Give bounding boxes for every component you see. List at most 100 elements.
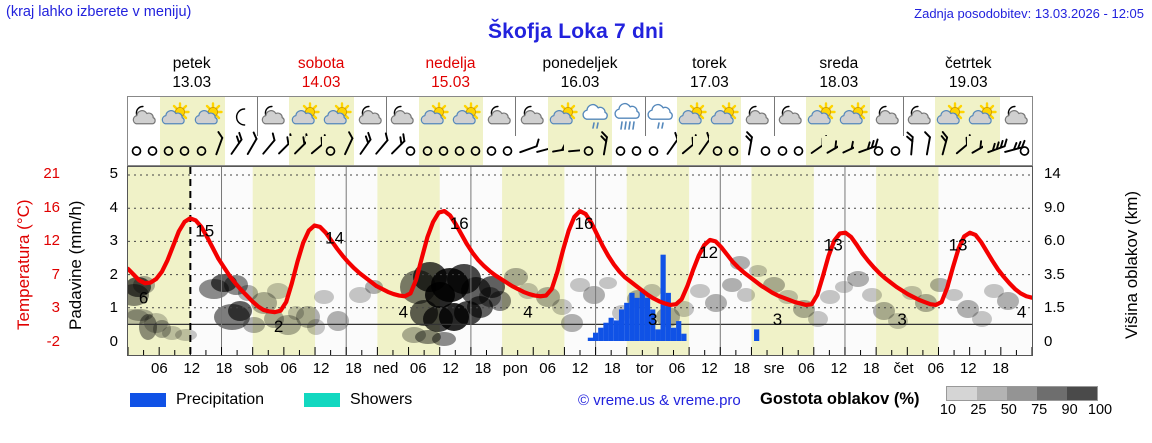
cloud-density-tick-1: 25 [970,402,987,418]
cloud-height-tick-0: 14 [1044,165,1061,182]
weather-icon-sun-cloud [192,97,225,136]
cloud-height-tick-3: 3.5 [1044,265,1065,283]
wind-barb [144,136,160,165]
wind-barb [725,136,742,165]
wind-barb [628,136,644,165]
wind-barb [354,131,372,165]
day-name: torek [692,55,727,72]
cloud-height-tick-4: 1.5 [1044,299,1065,317]
x-tick-10: 18 [474,360,492,377]
day-header-nedelja: nedelja 15.03 [386,54,515,94]
day-date: 16.03 [560,74,600,91]
x-tick-1: 12 [183,360,201,377]
series-legend: Precipitation Showers [130,388,412,412]
wind-barb [321,136,338,165]
x-tick-15: tor [635,360,654,377]
day-date: 13.03 [172,74,212,91]
wind-barb [515,136,540,165]
precipitation-legend-label: Precipitation [176,391,265,408]
precipitation-tick-2: 3 [109,232,118,250]
wind-barb [192,136,209,165]
weather-icon-sun-cloud [450,97,484,136]
x-tick-0: 06 [151,360,168,377]
day-header-petek: petek 13.03 [127,54,256,94]
temperature-tick-4: 3 [51,299,60,317]
wind-barb [225,131,243,165]
menu-hint-text: (kraj lahko izberete v meniju) [6,4,192,20]
x-axis-tick-labels: 06 12 18 sob 06 12 18 ned 06 12 18 pon 06 12 18 tor 06 12… [127,358,1033,380]
precipitation-swatch [130,393,166,407]
day-name: četrtek [944,55,992,72]
forecast-plot[interactable]: 6 15 2 14 4 16 4 16 3 12 3 13 3 13 4 [127,166,1033,356]
temperature-tick-1: 16 [43,198,60,216]
weather-icon-cloud-rain [612,97,645,136]
precipitation-tick-5: 0 [109,333,118,350]
cloud-density-tick-0: 10 [939,402,957,418]
x-tick-9: 12 [442,360,459,377]
x-axis-minor-ticks [128,347,1032,355]
wind-barb [483,136,499,165]
x-tick-21: 12 [830,360,848,377]
last-update-text: Zadnja posodobitev: 13.03.2026 - 12:05 [914,6,1144,21]
weather-icon-sun-cloud [709,97,742,136]
precipitation-axis-ticks: 5 4 3 2 1 0 [92,165,122,356]
cloud-density-tick-5: 100 [1087,402,1113,418]
weather-icon-sun-cloud [805,97,839,136]
weather-icon-sun-cloud [967,97,1000,136]
wind-barb [160,136,177,165]
precipitation-tick-4: 1 [109,299,118,317]
svg-text:6: 6 [139,288,148,307]
copyright-text[interactable]: © vreme.us & vreme.pro [578,392,741,409]
day-name: petek [172,55,211,72]
weather-icon-sun-cloud [547,97,580,136]
day-date: 15.03 [431,74,470,91]
wind-barb [757,136,773,165]
weather-icon-sun-cloud [935,97,968,136]
weather-icon-moon-cloud [999,97,1032,136]
x-tick-26: 18 [992,360,1009,377]
x-tick-24: 06 [927,360,945,377]
svg-text:4: 4 [399,303,408,322]
cloud-height-axis-ticks: 14 9.0 6.0 3.5 1.5 0 [1040,165,1082,356]
x-tick-13: 12 [571,360,589,377]
weather-icon-moon-cloud [902,97,936,136]
weather-icon-sun-cloud [418,97,451,136]
wind-barb [741,131,757,165]
weather-icon-moon-clear [224,97,258,136]
wind-barb [450,136,467,165]
cloud-height-tick-2: 6.0 [1044,232,1065,250]
svg-text:3: 3 [648,310,657,329]
wind-barb [774,136,790,165]
x-tick-6: 18 [345,360,362,377]
svg-text:4: 4 [1017,303,1026,322]
temperature-tick-2: 12 [43,232,60,250]
day-date: 18.03 [819,74,859,91]
wind-barb [434,136,451,165]
x-tick-5: 12 [312,360,330,377]
svg-text:3: 3 [897,310,906,329]
precipitation-tick-1: 4 [109,198,118,216]
x-tick-4: 06 [280,360,298,377]
day-separator [773,97,775,136]
day-header-četrtek: četrtek 19.03 [904,54,1033,94]
day-separator [257,97,259,136]
weather-icon-moon-cloud [741,97,774,136]
day-name: sreda [819,55,859,72]
cloud-density-tick-4: 90 [1061,402,1078,418]
x-tick-23: čet [893,360,914,377]
cloud-density-tick-3: 75 [1031,402,1048,418]
temperature-tick-0: 21 [43,165,60,182]
x-tick-22: 18 [862,360,880,377]
cloud-density-legend-title: Gostota oblakov (%) [760,390,920,408]
wind-barb [596,131,613,165]
day-name: sobota [297,55,345,72]
wind-barb [903,131,919,165]
day-header-torek: torek 17.03 [645,54,774,94]
weather-icon-moon-cloud [386,97,419,136]
cloud-density-colorbar [946,386,1098,401]
wind-barb [499,136,515,165]
weather-icon-moon-cloud [515,97,548,136]
x-tick-2: 18 [215,360,233,377]
x-tick-18: 18 [733,360,751,377]
